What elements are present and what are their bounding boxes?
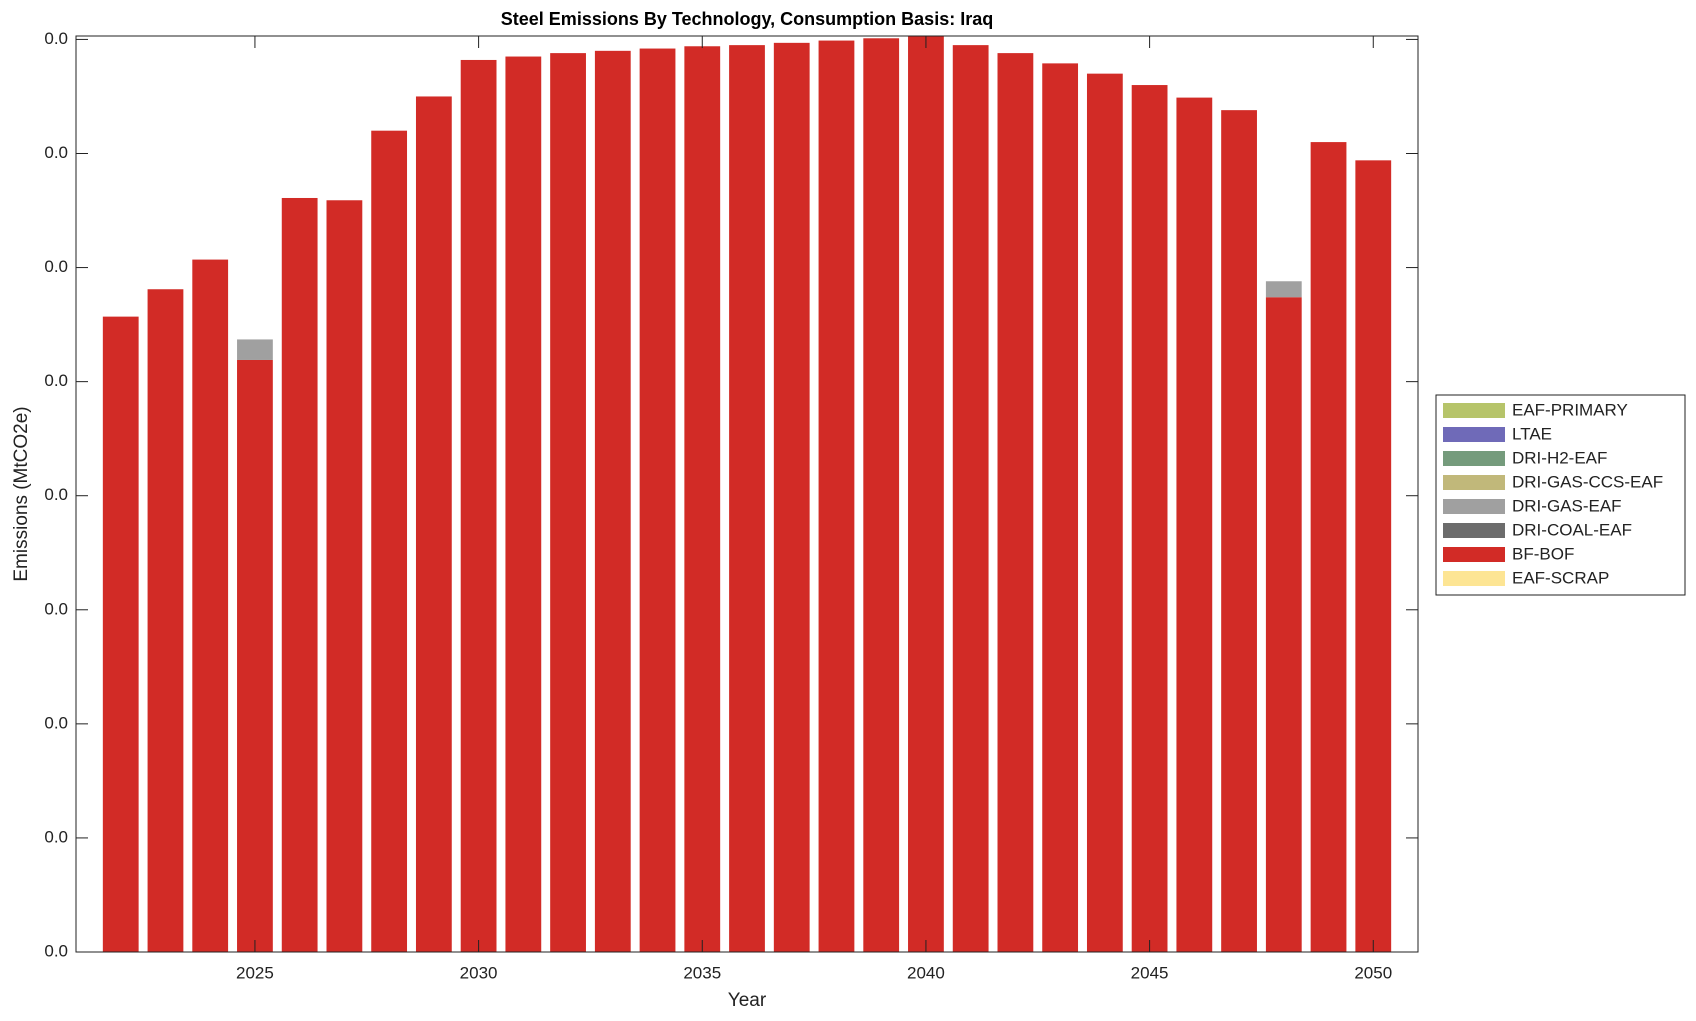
y-tick-label: 0.0 — [44, 485, 68, 504]
bar-segment — [1265, 281, 1302, 298]
bar-segment — [460, 59, 497, 952]
y-axis-label: Emissions (MtCO2e) — [11, 406, 32, 581]
bar-segment — [639, 48, 676, 952]
bar-segment — [594, 50, 631, 952]
legend-label: DRI-GAS-CCS-EAF — [1512, 472, 1663, 491]
bar-segment — [1221, 110, 1257, 952]
y-tick-label: 0.0 — [44, 29, 68, 48]
legend-swatch — [1443, 427, 1505, 442]
legend-label: DRI-COAL-EAF — [1512, 520, 1632, 539]
x-tick-label: 2040 — [907, 963, 945, 982]
legend-box — [1435, 394, 1686, 596]
chart-title: Steel Emissions By Technology, Consumpti… — [501, 9, 993, 29]
bar-segment — [1355, 160, 1392, 952]
bar-segment — [326, 200, 363, 952]
bar-segment — [550, 53, 586, 952]
bar-segment — [147, 289, 184, 952]
legend-label: DRI-GAS-EAF — [1512, 496, 1622, 515]
legend-swatch — [1443, 475, 1505, 490]
x-tick-label: 2050 — [1354, 963, 1392, 982]
bar-segment — [818, 40, 855, 953]
bar-segment — [773, 42, 810, 952]
bar-segment — [192, 259, 229, 953]
legend-swatch — [1443, 499, 1505, 514]
bar-segment — [505, 56, 542, 952]
x-axis-label: Year — [728, 990, 767, 1011]
bar-segment — [281, 197, 318, 953]
y-tick-label: 0.0 — [44, 941, 68, 960]
legend-label: EAF-SCRAP — [1512, 568, 1609, 587]
y-tick-label: 0.0 — [44, 143, 68, 162]
bar-segment — [1042, 63, 1079, 953]
x-tick-label: 2025 — [236, 963, 274, 982]
y-tick-label: 0.0 — [44, 371, 68, 390]
bar-segment — [237, 359, 273, 953]
legend-swatch — [1443, 451, 1505, 466]
legend-swatch — [1443, 403, 1505, 418]
legend-swatch — [1443, 571, 1505, 586]
legend-swatch — [1443, 547, 1505, 562]
bar-segment — [237, 339, 273, 360]
legend-swatch — [1443, 523, 1505, 538]
y-tick-label: 0.0 — [44, 257, 68, 276]
bar-segment — [1131, 85, 1168, 953]
bar-segment — [729, 45, 765, 952]
y-tick-label: 0.0 — [44, 827, 68, 846]
plot-frame — [75, 35, 1419, 953]
legend-label: BF-BOF — [1512, 544, 1574, 563]
bar-segment — [863, 38, 900, 953]
x-tick-label: 2045 — [1131, 963, 1169, 982]
x-tick-label: 2035 — [683, 963, 721, 982]
bar-segment — [1086, 73, 1123, 952]
x-tick-label: 2030 — [460, 963, 498, 982]
bar-segment — [952, 45, 989, 952]
y-tick-label: 0.0 — [44, 713, 68, 732]
bar-segment — [1176, 97, 1213, 953]
bar-segment — [1310, 142, 1347, 953]
bar-segment — [1265, 297, 1302, 952]
bar-segment — [415, 96, 452, 953]
bar-segment — [997, 53, 1034, 952]
bar-segment — [102, 316, 139, 952]
legend-label: EAF-PRIMARY — [1512, 400, 1628, 419]
bar-segment — [908, 36, 944, 952]
bar-segment — [371, 130, 408, 953]
bar-segment — [684, 46, 721, 953]
legend-label: DRI-H2-EAF — [1512, 448, 1607, 467]
legend-label: LTAE — [1512, 424, 1552, 443]
y-tick-label: 0.0 — [44, 599, 68, 618]
